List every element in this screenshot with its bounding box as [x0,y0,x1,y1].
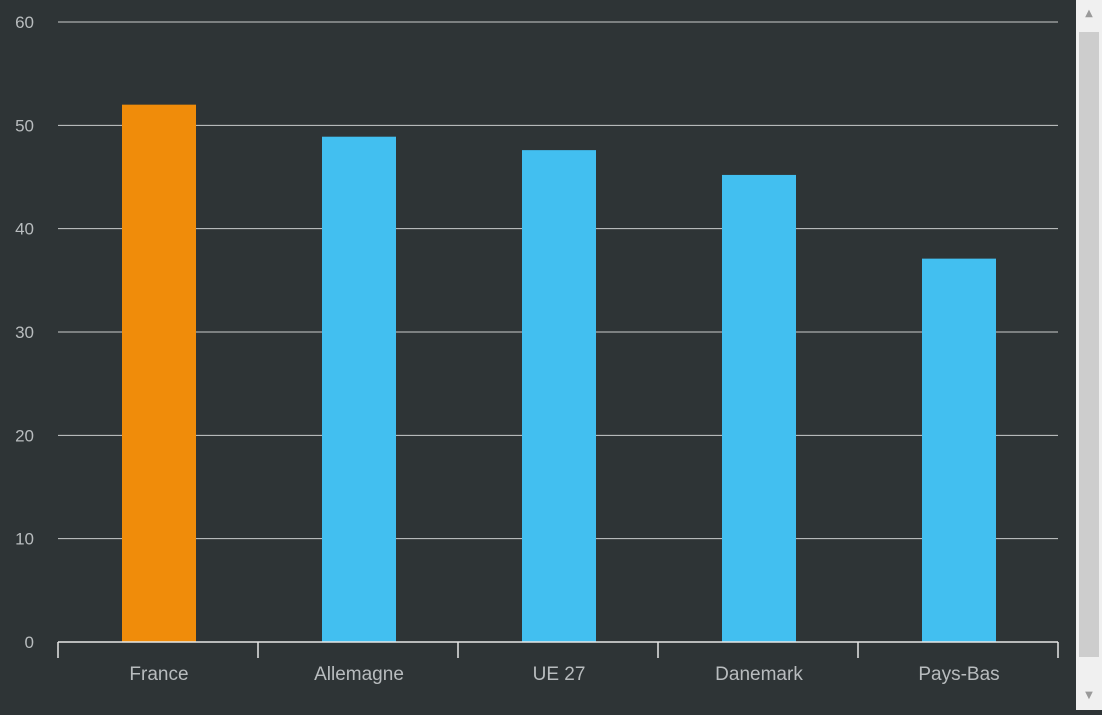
x-category-label: Allemagne [314,664,404,685]
y-tick-label: 30 [15,323,34,342]
bar-pays-bas [922,258,996,642]
bar-ue-27 [522,150,596,642]
bars [122,104,996,642]
x-category-label: UE 27 [533,664,586,685]
bar-danemark [722,174,796,642]
y-tick-label: 10 [15,530,34,549]
y-tick-label: 40 [15,220,34,239]
x-axis-labels: France Allemagne UE 27 Danemark Pays-Bas [129,664,999,685]
x-axis [57,641,1059,658]
x-category-label: France [129,664,188,685]
scroll-down-button[interactable]: ▼ [1076,682,1102,710]
triangle-down-icon: ▼ [1085,690,1093,701]
y-tick-label: 20 [15,426,34,445]
y-tick-label: 50 [15,116,34,135]
bar-france [122,104,196,642]
triangle-up-icon: ▲ [1085,8,1093,19]
chart-svg: 0 10 20 30 40 50 60 France Allemagne UE 27 Danema… [15,13,1059,685]
y-tick-label: 0 [25,633,34,652]
bar-allemagne [322,136,396,642]
vertical-scrollbar[interactable]: ▲ ▼ [1076,0,1102,710]
scroll-thumb[interactable] [1079,32,1099,657]
y-axis-ticks: 0 10 20 30 40 50 60 [15,13,34,652]
y-tick-label: 60 [15,13,34,32]
x-category-label: Pays-Bas [918,664,999,685]
scroll-up-button[interactable]: ▲ [1076,0,1102,28]
x-category-label: Danemark [715,664,803,685]
bar-chart: 0 10 20 30 40 50 60 France Allemagne UE 27 Danema… [15,13,1059,685]
